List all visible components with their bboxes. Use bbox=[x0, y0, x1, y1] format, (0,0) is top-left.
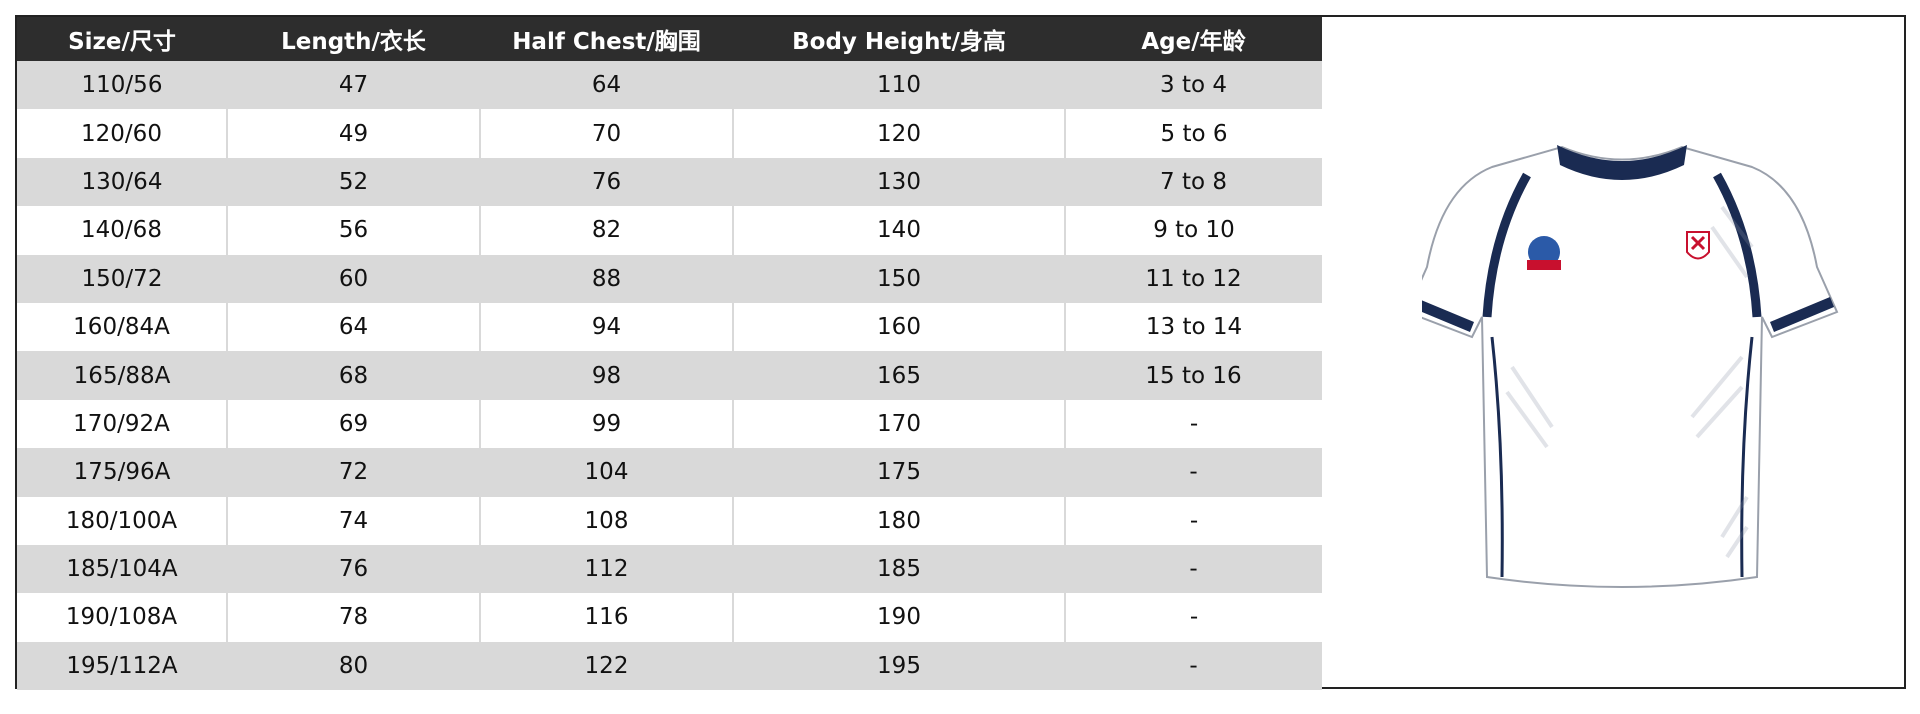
size-table: Size/尺寸 Length/衣长 Half Chest/胸围 Body Height… bbox=[17, 17, 1322, 691]
table-cell: 130 bbox=[733, 157, 1065, 207]
table-cell: 165 bbox=[733, 351, 1065, 400]
table-cell: 72 bbox=[227, 448, 480, 497]
table-cell: 160/84A bbox=[17, 302, 227, 352]
table-cell: 175/96A bbox=[17, 448, 227, 497]
table-cell: 64 bbox=[226, 302, 480, 352]
table-cell: 78 bbox=[226, 593, 480, 642]
table-cell: 190/108A bbox=[17, 593, 227, 642]
table-cell: 150/72 bbox=[17, 254, 227, 303]
table-cell: 70 bbox=[479, 109, 733, 158]
table-cell: 120/60 bbox=[17, 109, 227, 158]
table-cell: 64 bbox=[480, 61, 733, 110]
table-cell: 52 bbox=[227, 157, 480, 207]
table-cell: 98 bbox=[480, 351, 733, 400]
table-cell: - bbox=[1064, 399, 1322, 449]
table-cell: 68 bbox=[227, 351, 480, 400]
header-row: Size/尺寸 Length/衣长 Half Chest/胸围 Body Height… bbox=[17, 17, 1322, 61]
table-cell: 3 to 4 bbox=[1065, 61, 1322, 110]
table-cell: 76 bbox=[227, 544, 480, 594]
table-cell: - bbox=[1064, 496, 1322, 545]
table-row: 110/56 47 64 110 3 to 4 bbox=[17, 61, 1322, 110]
table-cell: 47 bbox=[227, 61, 480, 110]
table-cell: 160 bbox=[732, 302, 1065, 352]
table-cell: 11 to 12 bbox=[1065, 254, 1322, 303]
table-cell: 60 bbox=[227, 254, 480, 303]
table-cell: 76 bbox=[480, 157, 733, 207]
table-cell: 140/68 bbox=[17, 206, 227, 255]
table-cell: 180/100A bbox=[17, 496, 227, 545]
school-crest bbox=[1686, 231, 1710, 260]
table-cell: 15 to 16 bbox=[1065, 351, 1322, 400]
table-row: 140/68 56 82 140 9 to 10 bbox=[17, 206, 1322, 255]
column-header: Length/衣长 bbox=[227, 17, 480, 61]
table-cell: 7 to 8 bbox=[1065, 157, 1322, 207]
table-cell: 170/92A bbox=[17, 399, 227, 449]
table-cell: 104 bbox=[480, 448, 733, 497]
table-cell: - bbox=[1065, 641, 1322, 691]
table-cell: 190 bbox=[732, 593, 1065, 642]
column-header: Half Chest/胸围 bbox=[480, 17, 733, 61]
table-cell: 175 bbox=[733, 448, 1065, 497]
table-cell: 130/64 bbox=[17, 157, 227, 207]
table-cell: 108 bbox=[479, 496, 733, 545]
table-cell: 122 bbox=[480, 641, 733, 691]
table-cell: 69 bbox=[226, 399, 480, 449]
table-cell: 170 bbox=[732, 399, 1065, 449]
shirt-illustration bbox=[1422, 145, 1839, 588]
table-cell: 112 bbox=[480, 544, 733, 594]
table-row: 120/60 49 70 120 5 to 6 bbox=[17, 109, 1322, 158]
table-cell: 13 to 14 bbox=[1064, 302, 1322, 352]
table-row: 150/72 60 88 150 11 to 12 bbox=[17, 254, 1322, 303]
table-cell: 5 to 6 bbox=[1064, 109, 1322, 158]
table-row: 175/96A 72 104 175- bbox=[17, 448, 1322, 497]
table-row: 160/84A 64 94 160 13 to 14 bbox=[17, 302, 1322, 352]
table-cell: 99 bbox=[479, 399, 733, 449]
table-cell: 49 bbox=[226, 109, 480, 158]
table-cell: 74 bbox=[226, 496, 480, 545]
table-row: 165/88A 68 98 165 15 to 16 bbox=[17, 351, 1322, 400]
table-cell: 80 bbox=[227, 641, 480, 691]
table-cell: 165/88A bbox=[17, 351, 227, 400]
table-cell: 185 bbox=[733, 544, 1065, 594]
table-cell: 110 bbox=[733, 61, 1065, 110]
table-cell: - bbox=[1065, 544, 1322, 594]
table-row: 190/108A 78 116 190- bbox=[17, 593, 1322, 642]
table-row: 180/100A 74 108 180- bbox=[17, 496, 1322, 545]
table-body: 110/56 47 64 110 3 to 4 120/60 49 70 120 5 to 6 13… bbox=[17, 61, 1322, 691]
table-cell: 150 bbox=[733, 254, 1065, 303]
table-cell: - bbox=[1064, 593, 1322, 642]
table-cell: 94 bbox=[479, 302, 733, 352]
table-cell: 88 bbox=[480, 254, 733, 303]
table-cell: 185/104A bbox=[17, 544, 227, 594]
table-row: 130/64 52 76 130 7 to 8 bbox=[17, 157, 1322, 207]
column-header: Age/年龄 bbox=[1065, 17, 1322, 61]
column-header: Size/尺寸 bbox=[17, 17, 227, 61]
table-row: 170/92A 69 99 170- bbox=[17, 399, 1322, 449]
table-row: 195/112A 80 122 195- bbox=[17, 641, 1322, 691]
table-cell: 116 bbox=[479, 593, 733, 642]
size-chart-frame: Size/尺寸 Length/衣长 Half Chest/胸围 Body Height… bbox=[15, 15, 1906, 691]
table-cell: 120 bbox=[732, 109, 1065, 158]
table-cell: 82 bbox=[479, 206, 733, 255]
table-cell: 140 bbox=[732, 206, 1065, 255]
table-cell: 110/56 bbox=[17, 61, 227, 110]
table-cell: 9 to 10 bbox=[1064, 206, 1322, 255]
club-logo bbox=[1527, 236, 1561, 270]
column-header: Body Height/身高 bbox=[733, 17, 1065, 61]
table-cell: 56 bbox=[226, 206, 480, 255]
table-row: 185/104A 76 112 185- bbox=[17, 544, 1322, 594]
table-cell: - bbox=[1065, 448, 1322, 497]
table-cell: 195 bbox=[733, 641, 1065, 691]
table-cell: 195/112A bbox=[17, 641, 227, 691]
table-cell: 180 bbox=[732, 496, 1065, 545]
